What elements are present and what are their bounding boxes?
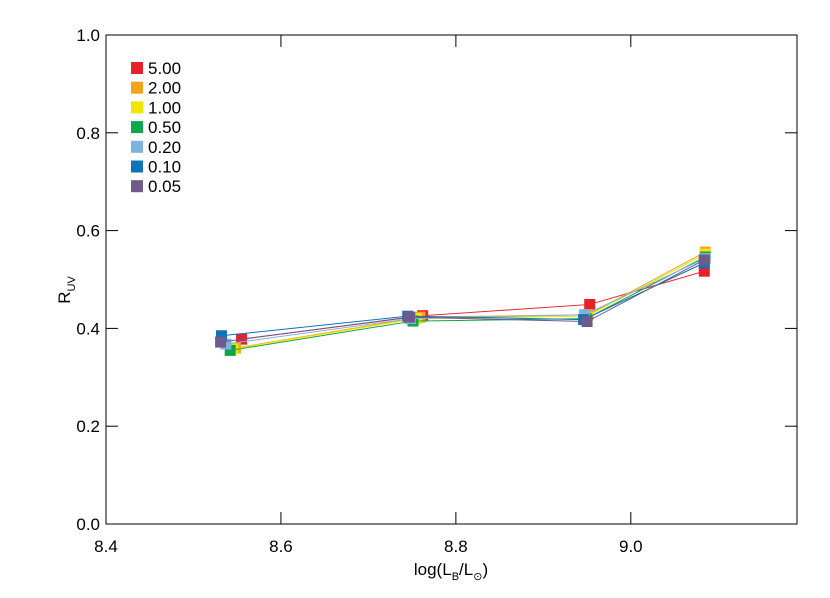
legend-label: 0.05 bbox=[148, 177, 181, 196]
legend-swatch bbox=[131, 121, 143, 134]
point bbox=[698, 265, 710, 277]
y-tick-label: 0.0 bbox=[76, 515, 100, 534]
legend-label: 0.20 bbox=[148, 138, 181, 157]
y-tick-label: 0.4 bbox=[76, 319, 100, 338]
point bbox=[224, 344, 236, 356]
point bbox=[215, 336, 227, 348]
point bbox=[215, 330, 227, 342]
y-tick-label: 0.8 bbox=[76, 124, 100, 143]
plot-frame bbox=[105, 34, 798, 525]
legend-swatch bbox=[131, 62, 143, 74]
label-text: /L bbox=[459, 560, 473, 579]
label-text: ) bbox=[482, 560, 488, 579]
series-line bbox=[235, 251, 706, 349]
label-subscript: UV bbox=[66, 276, 78, 292]
x-tick-label: 8.6 bbox=[269, 537, 293, 556]
legend-swatch bbox=[131, 101, 143, 114]
series-line bbox=[220, 259, 705, 343]
legend-swatch bbox=[131, 81, 143, 94]
x-axis-label: log(LB/L⊙) bbox=[414, 560, 488, 583]
legend-label: 5.00 bbox=[148, 59, 181, 78]
x-tick-label: 8.4 bbox=[94, 537, 118, 556]
label-subscript: B bbox=[452, 571, 459, 583]
legend-label: 0.50 bbox=[148, 118, 181, 137]
legend-swatch bbox=[131, 140, 143, 153]
series-line bbox=[221, 262, 705, 337]
series-line bbox=[225, 258, 706, 345]
series-line bbox=[232, 253, 706, 350]
label-text: log(L bbox=[414, 560, 452, 579]
label-subscript: ⊙ bbox=[473, 571, 482, 583]
y-tick-label: 0.6 bbox=[76, 222, 100, 241]
point bbox=[698, 254, 710, 266]
legend-swatch bbox=[131, 180, 143, 193]
series-line bbox=[230, 256, 706, 351]
legend-label: 0.10 bbox=[148, 158, 181, 177]
legend-swatch bbox=[131, 160, 143, 173]
y-tick-label: 1.0 bbox=[76, 26, 100, 45]
point bbox=[581, 316, 593, 328]
point bbox=[584, 298, 596, 310]
series-line bbox=[241, 270, 705, 340]
label-text: R bbox=[55, 292, 74, 304]
legend-label: 2.00 bbox=[148, 79, 181, 98]
x-tick-label: 8.8 bbox=[444, 537, 468, 556]
y-axis-label: RUV bbox=[55, 276, 78, 304]
x-tick-label: 9.0 bbox=[619, 537, 643, 556]
point bbox=[404, 311, 416, 323]
legend-label: 1.00 bbox=[148, 98, 181, 117]
y-tick-label: 0.2 bbox=[76, 417, 100, 436]
